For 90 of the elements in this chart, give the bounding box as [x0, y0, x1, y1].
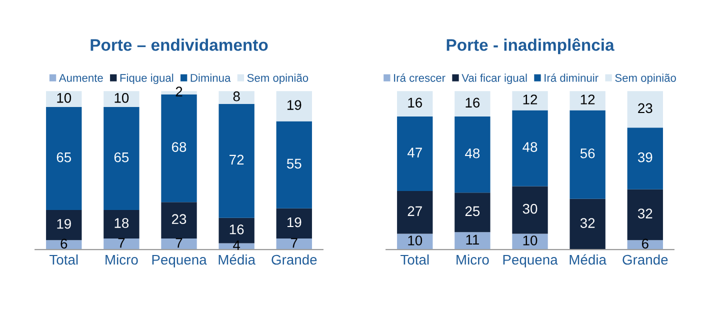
data-label: 10 [57, 93, 72, 103]
data-label: 7 [290, 238, 298, 248]
x-tick-label: Média [218, 254, 256, 265]
data-label: 16 [230, 224, 244, 234]
legend-label: Aumente [58, 74, 103, 82]
data-label: 2 [176, 86, 182, 96]
bar [397, 91, 433, 117]
bar [397, 190, 433, 234]
bar [104, 107, 140, 210]
data-label: 7 [176, 238, 182, 248]
data-label: 7 [118, 238, 125, 248]
bar [218, 91, 254, 104]
data-label: 32 [638, 208, 652, 218]
data-label: 30 [522, 204, 538, 214]
x-tick-label: Pequena [503, 254, 558, 268]
data-label: 25 [465, 206, 480, 216]
bar [46, 107, 82, 210]
bar [46, 91, 82, 108]
data-label: 4 [233, 240, 240, 250]
bar [627, 189, 663, 240]
x-tick-label: Total [400, 254, 429, 265]
bar [104, 210, 140, 239]
x-tick-label: Média [570, 254, 606, 265]
bar [454, 192, 490, 232]
x-tick-label: Micro [456, 254, 489, 265]
data-label: 11 [466, 234, 479, 244]
legend-label: Irá crescer [394, 74, 446, 82]
bar [512, 91, 548, 110]
chart-title: Porte - inadimplência [446, 38, 614, 54]
bar [512, 110, 548, 186]
data-label: 10 [523, 236, 538, 246]
data-label: 19 [57, 218, 71, 229]
data-label: 18 [114, 218, 129, 228]
data-label: 16 [466, 98, 480, 108]
data-label: 48 [522, 142, 538, 152]
data-label: 6 [60, 238, 68, 249]
data-label: 16 [408, 98, 422, 108]
data-label: 6 [642, 238, 648, 249]
data-label: 23 [172, 214, 186, 224]
data-label: 23 [638, 103, 652, 114]
data-label: 10 [114, 93, 129, 103]
data-label: 27 [408, 206, 422, 216]
data-label: 68 [172, 142, 186, 152]
bar [104, 238, 140, 250]
legend-label: Sem opinião [615, 74, 676, 84]
x-tick-label: Grande [622, 254, 668, 265]
bar [454, 116, 490, 193]
bar [276, 208, 312, 239]
bar [161, 238, 197, 250]
data-label: 65 [56, 152, 72, 162]
bar [104, 91, 140, 108]
bar [627, 128, 663, 190]
data-label: 12 [523, 94, 538, 104]
legend-label: Diminua [190, 74, 231, 82]
bar [161, 202, 197, 239]
x-tick-label: Total [50, 254, 78, 265]
bar [276, 121, 312, 208]
bar [570, 198, 606, 250]
data-label: 39 [638, 152, 652, 162]
data-label: 19 [287, 217, 302, 228]
bar [46, 210, 82, 240]
x-tick-label: Pequena [152, 254, 207, 268]
data-label: 48 [465, 148, 480, 158]
data-label: 56 [580, 148, 595, 158]
chart-title: Porte – endividamento [90, 38, 268, 51]
legend-label: Irá diminuir [544, 74, 598, 82]
legend-label: Vai ficar igual [462, 74, 527, 84]
bar [454, 91, 490, 117]
bar [397, 116, 433, 191]
bar [454, 232, 490, 250]
data-label: 8 [233, 91, 240, 102]
data-label: 32 [580, 218, 595, 228]
data-label: 47 [407, 148, 422, 158]
bar [512, 186, 548, 234]
data-label: 72 [230, 154, 244, 164]
data-label: 65 [114, 152, 129, 162]
bar [570, 91, 606, 110]
bar [627, 91, 663, 128]
bar [276, 238, 312, 250]
legend-label: Sem opinião [247, 74, 308, 84]
data-label: 12 [580, 94, 595, 104]
data-label: 10 [408, 236, 422, 246]
legend-label: Fique igual [120, 74, 174, 84]
data-label: 19 [287, 100, 302, 110]
bar [570, 110, 606, 199]
x-tick-label: Grande [272, 254, 317, 265]
x-tick-label: Micro [106, 254, 138, 265]
data-label: 55 [286, 158, 302, 169]
bar [276, 91, 312, 122]
bar [218, 104, 254, 218]
